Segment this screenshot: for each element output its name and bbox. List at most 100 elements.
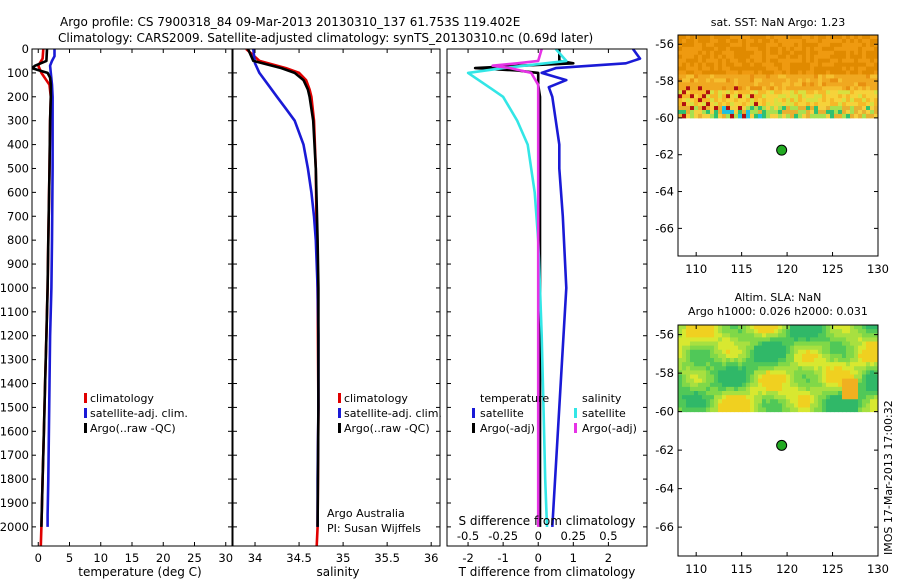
field-cell — [854, 98, 859, 103]
field-cell — [822, 382, 827, 388]
field-cell — [850, 349, 855, 355]
field-cell — [754, 50, 759, 56]
field-cell — [734, 98, 739, 103]
field-cell — [786, 329, 791, 334]
field-cell — [698, 98, 703, 103]
field-cell — [846, 349, 851, 355]
field-cell — [846, 82, 851, 87]
field-cell — [706, 353, 711, 359]
field-cell — [770, 74, 775, 79]
field-cell — [758, 102, 763, 107]
field-cell — [786, 349, 791, 355]
field-cell — [838, 378, 843, 384]
field-cell — [702, 74, 707, 79]
field-cell — [682, 345, 687, 351]
field-cell — [802, 399, 807, 404]
field-cell — [698, 35, 703, 40]
field-cell — [826, 42, 831, 48]
x-tick-label: -2 — [462, 551, 473, 565]
field-cell — [838, 362, 843, 367]
field-cell — [770, 358, 775, 363]
field-cell — [798, 82, 803, 87]
field-cell — [750, 349, 755, 355]
field-cell — [774, 391, 779, 396]
field-cell — [858, 42, 863, 48]
field-cell — [818, 403, 823, 409]
field-cell — [802, 66, 807, 72]
field-cell — [798, 403, 803, 409]
field-cell — [718, 325, 723, 330]
x-tick-label: 110 — [685, 562, 707, 576]
field-cell — [874, 35, 879, 40]
field-cell — [686, 74, 691, 79]
field-cell — [834, 74, 839, 79]
sla-map-panel: 110 115 120 125 130-56-58-60-62-64-66 — [655, 324, 889, 576]
field-cell — [694, 78, 699, 83]
field-cell — [690, 46, 695, 52]
field-cell — [718, 358, 723, 363]
field-cell — [758, 395, 763, 400]
field-cell — [834, 62, 839, 68]
field-cell — [810, 46, 815, 52]
field-cell — [778, 86, 783, 91]
field-cell — [702, 98, 707, 103]
field-cell — [850, 54, 855, 60]
field-cell — [846, 98, 851, 103]
field-cell — [726, 374, 731, 380]
field-cell — [742, 399, 747, 404]
field-cell — [782, 386, 787, 392]
field-cell — [738, 86, 743, 91]
field-cell — [690, 54, 695, 60]
field-cell — [722, 42, 727, 48]
field-cell — [846, 353, 851, 359]
field-cell — [730, 109, 735, 115]
field-cell — [790, 395, 795, 400]
field-cell — [722, 403, 727, 409]
field-cell — [754, 399, 759, 404]
field-cell — [818, 46, 823, 52]
field-cell — [682, 370, 687, 376]
field-cell — [750, 382, 755, 388]
field-cell — [822, 46, 827, 52]
field-cell — [742, 90, 747, 95]
field-cell — [726, 70, 731, 75]
field-cell — [846, 333, 851, 338]
field-cell — [706, 391, 711, 396]
field-cell — [702, 382, 707, 388]
sla-map-title: Altim. SLA: NaN — [735, 291, 822, 304]
field-cell — [830, 46, 835, 52]
field-cell — [830, 345, 835, 351]
field-cell — [678, 62, 683, 68]
field-cell — [766, 362, 771, 367]
legend-title-temperature: temperature — [480, 392, 549, 405]
y-tick-label: 800 — [7, 233, 29, 247]
field-cell — [854, 386, 859, 392]
field-cell — [686, 102, 691, 107]
field-cell — [846, 382, 851, 388]
field-cell — [870, 325, 875, 330]
field-cell — [786, 382, 791, 388]
field-cell — [762, 345, 767, 351]
field-cell — [694, 391, 699, 396]
legend-label: Argo(-adj) — [480, 422, 535, 435]
field-cell — [714, 70, 719, 75]
field-cell — [782, 42, 787, 48]
field-cell — [750, 70, 755, 75]
field-cell — [822, 358, 827, 363]
field-cell — [814, 391, 819, 396]
legend-label: Argo(..raw -QC) — [90, 422, 176, 435]
field-cell — [786, 407, 791, 413]
field-cell — [866, 90, 871, 95]
field-cell — [738, 82, 743, 87]
field-cell — [826, 370, 831, 376]
field-cell — [822, 366, 827, 371]
field-cell — [790, 46, 795, 52]
field-cell — [814, 38, 819, 44]
field-cell — [814, 358, 819, 363]
field-cell — [710, 46, 715, 52]
y-tick-label: 700 — [7, 209, 29, 223]
field-cell — [794, 353, 799, 359]
field-cell — [722, 374, 727, 380]
field-cell — [874, 325, 879, 330]
field-cell — [686, 386, 691, 392]
